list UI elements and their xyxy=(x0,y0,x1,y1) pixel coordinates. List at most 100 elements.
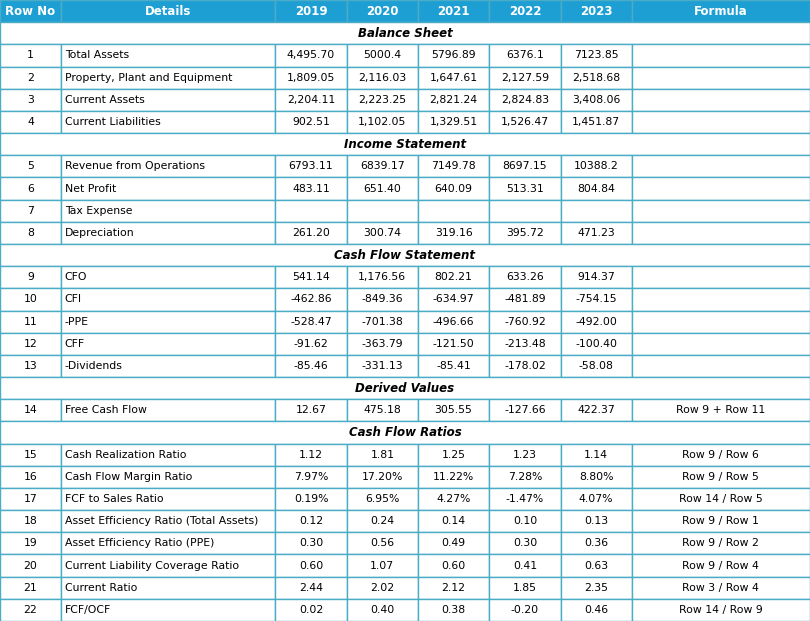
Text: 914.37: 914.37 xyxy=(578,272,615,282)
Text: Property, Plant and Equipment: Property, Plant and Equipment xyxy=(65,73,232,83)
Text: 2: 2 xyxy=(27,73,34,83)
Text: 1,451.87: 1,451.87 xyxy=(572,117,620,127)
Text: 1,647.61: 1,647.61 xyxy=(429,73,478,83)
Bar xyxy=(561,89,632,111)
Bar xyxy=(61,0,275,22)
Bar xyxy=(418,333,489,355)
Text: 1: 1 xyxy=(27,50,34,60)
Text: 1.14: 1.14 xyxy=(584,450,608,460)
Text: -0.20: -0.20 xyxy=(511,605,539,615)
Bar xyxy=(0,333,61,355)
Bar xyxy=(347,510,418,532)
Bar xyxy=(418,555,489,577)
Text: 0.30: 0.30 xyxy=(299,538,323,548)
Text: 0.13: 0.13 xyxy=(584,516,608,526)
Text: 11.22%: 11.22% xyxy=(433,472,474,482)
Bar xyxy=(61,222,275,244)
Bar xyxy=(61,510,275,532)
Text: 2.02: 2.02 xyxy=(370,582,394,592)
Text: 1,526.47: 1,526.47 xyxy=(501,117,549,127)
Text: 541.14: 541.14 xyxy=(292,272,330,282)
Text: -481.89: -481.89 xyxy=(504,294,546,304)
Bar xyxy=(347,333,418,355)
Text: Asset Efficiency Ratio (Total Assets): Asset Efficiency Ratio (Total Assets) xyxy=(65,516,258,526)
Bar xyxy=(489,510,561,532)
Text: 7.28%: 7.28% xyxy=(508,472,542,482)
Text: FCF to Sales Ratio: FCF to Sales Ratio xyxy=(65,494,164,504)
Text: 2019: 2019 xyxy=(295,4,327,17)
Text: 1.81: 1.81 xyxy=(370,450,394,460)
Bar xyxy=(0,266,61,288)
Text: Current Assets: Current Assets xyxy=(65,95,144,105)
Text: 4,495.70: 4,495.70 xyxy=(287,50,335,60)
Bar xyxy=(0,510,61,532)
Text: 475.18: 475.18 xyxy=(364,406,401,415)
Text: Row 9 / Row 6: Row 9 / Row 6 xyxy=(683,450,759,460)
Bar xyxy=(561,288,632,310)
Text: -496.66: -496.66 xyxy=(433,317,475,327)
Bar xyxy=(275,355,347,377)
Bar xyxy=(275,443,347,466)
Text: 0.63: 0.63 xyxy=(584,561,608,571)
Text: -100.40: -100.40 xyxy=(575,339,617,349)
Bar xyxy=(275,111,347,133)
Bar xyxy=(418,222,489,244)
Text: 11: 11 xyxy=(23,317,37,327)
Bar xyxy=(561,155,632,178)
Text: 10388.2: 10388.2 xyxy=(573,161,619,171)
Text: -1.47%: -1.47% xyxy=(505,494,544,504)
Text: -331.13: -331.13 xyxy=(361,361,403,371)
Bar xyxy=(632,510,810,532)
Text: 9: 9 xyxy=(27,272,34,282)
Bar xyxy=(561,555,632,577)
Bar xyxy=(489,89,561,111)
Bar xyxy=(418,488,489,510)
Text: 4.07%: 4.07% xyxy=(579,494,613,504)
Text: 1.85: 1.85 xyxy=(513,582,537,592)
Bar xyxy=(347,466,418,488)
Bar xyxy=(61,555,275,577)
Bar xyxy=(561,443,632,466)
Bar xyxy=(561,399,632,422)
Bar xyxy=(561,510,632,532)
Bar xyxy=(561,44,632,66)
Bar xyxy=(0,0,61,22)
Text: Current Liability Coverage Ratio: Current Liability Coverage Ratio xyxy=(65,561,239,571)
Bar xyxy=(0,288,61,310)
Bar xyxy=(632,532,810,555)
Text: 4.27%: 4.27% xyxy=(437,494,471,504)
Text: 0.19%: 0.19% xyxy=(294,494,328,504)
Text: 4: 4 xyxy=(27,117,34,127)
Bar xyxy=(561,199,632,222)
Text: -Dividends: -Dividends xyxy=(65,361,122,371)
Text: 1,102.05: 1,102.05 xyxy=(358,117,407,127)
Bar xyxy=(632,355,810,377)
Bar xyxy=(561,466,632,488)
Text: 22: 22 xyxy=(23,605,37,615)
Bar xyxy=(632,333,810,355)
Bar xyxy=(632,111,810,133)
Text: 6: 6 xyxy=(27,184,34,194)
Bar xyxy=(632,0,810,22)
Text: CFF: CFF xyxy=(65,339,85,349)
Bar xyxy=(561,111,632,133)
Text: 0.30: 0.30 xyxy=(513,538,537,548)
Text: 261.20: 261.20 xyxy=(292,228,330,238)
Bar xyxy=(632,488,810,510)
Bar xyxy=(0,310,61,333)
Text: 2.35: 2.35 xyxy=(584,582,608,592)
Bar xyxy=(347,178,418,199)
Text: 2020: 2020 xyxy=(366,4,399,17)
Bar xyxy=(275,577,347,599)
Bar xyxy=(632,178,810,199)
Text: 20: 20 xyxy=(23,561,37,571)
Text: Derived Values: Derived Values xyxy=(356,382,454,394)
Bar xyxy=(61,310,275,333)
Text: Net Profit: Net Profit xyxy=(65,184,116,194)
Bar xyxy=(275,89,347,111)
Bar xyxy=(347,355,418,377)
Text: CFO: CFO xyxy=(65,272,87,282)
Text: 2021: 2021 xyxy=(437,4,470,17)
Text: 12: 12 xyxy=(23,339,37,349)
Text: Current Ratio: Current Ratio xyxy=(65,582,137,592)
